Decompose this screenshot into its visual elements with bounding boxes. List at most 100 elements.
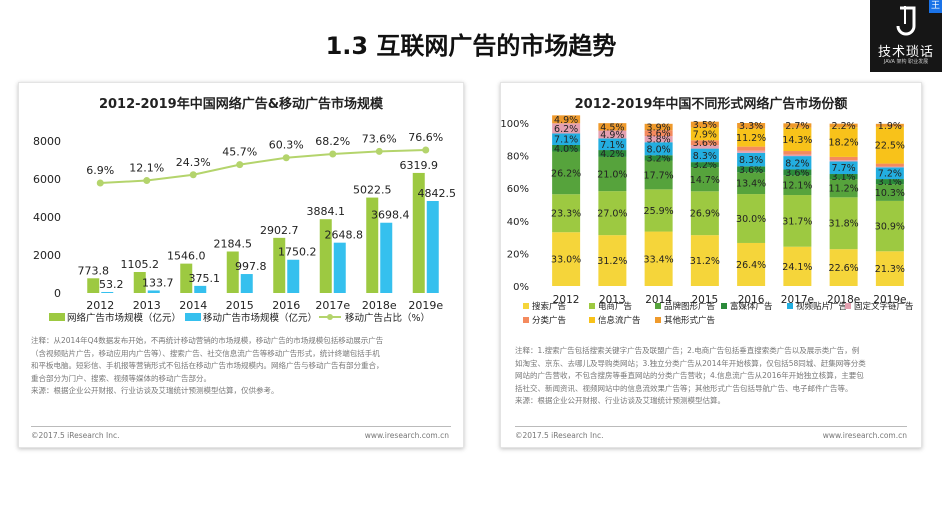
share-segment (644, 189, 673, 232)
y-tick-label: 2000 (33, 249, 61, 262)
share-segment (552, 194, 581, 233)
mobile-share-point (375, 147, 383, 155)
mobile-ad-bar (380, 222, 393, 293)
share-value-label: 4.0% (554, 144, 578, 155)
share-value-label: 7.2% (878, 169, 902, 180)
share-segment (829, 249, 858, 286)
left-notes: 注释：从2014年Q4数据发布开始，不再统计移动营销的市场规模，移动广告的市场规… (31, 335, 384, 398)
network-ad-bar (366, 197, 379, 293)
share-segment (875, 167, 904, 180)
share-segment (690, 145, 719, 149)
share-segment (690, 148, 719, 163)
share-segment (737, 146, 766, 151)
share-segment (644, 142, 673, 156)
y-tick-label: 100% (501, 119, 529, 130)
share-value-label: 11.2% (829, 184, 859, 195)
share-value-label: 3.5% (693, 120, 717, 131)
share-value-label: 3.1% (878, 177, 902, 188)
share-panel: 2012-2019年中国不同形式网络广告市场份额 0% 20% 40% 60% 80% 1… (500, 82, 922, 448)
share-value-label: 3.2% (693, 160, 717, 171)
mobile-ad-value-label: 133.7 (142, 276, 174, 289)
share-segment (829, 174, 858, 180)
share-value-label: 21.0% (597, 170, 627, 181)
share-value-label: 31.2% (690, 256, 720, 267)
share-segment (690, 167, 719, 192)
right-note-line: 来源：根据企业公开财报、行业访谈及艾瑞统计预测模型估算。 (515, 396, 725, 405)
x-tick-label: 2012 (553, 294, 580, 306)
legend-network-label: 网络广告市场规模（亿元） (67, 312, 181, 324)
share-segment (829, 127, 858, 157)
mobile-share-label: 60.3% (269, 139, 304, 152)
share-value-label: 3.9% (647, 122, 671, 133)
legend-swatch (523, 303, 529, 309)
legend-swatch (589, 303, 595, 309)
share-value-label: 8.3% (739, 155, 763, 166)
left-note-line: 重合部分为门户、搜索、视频等媒体的移动广告部分。 (31, 373, 211, 383)
legend-label: 信息流广告 (598, 315, 641, 326)
mobile-ad-bar (287, 259, 300, 293)
mobile-ad-value-label: 3698.4 (371, 209, 410, 222)
legend-mobile-label: 移动广告市场规模（亿元） (203, 312, 317, 324)
share-segment (552, 115, 581, 124)
mobile-ad-bar (426, 200, 439, 293)
network-ad-value-label: 773.8 (78, 264, 110, 277)
share-segment (875, 166, 904, 168)
mobile-share-point (189, 171, 197, 179)
share-segment (783, 169, 812, 176)
mobile-share-label: 68.2% (315, 135, 350, 148)
x-tick-label: 2015 (226, 299, 254, 312)
share-segment (690, 121, 719, 128)
mobile-ad-value-label: 53.2 (99, 278, 124, 291)
share-segment (783, 175, 812, 196)
share-value-label: 2.2% (832, 121, 856, 132)
share-value-label: 13.4% (736, 179, 766, 190)
share-value-label: 3.6% (739, 165, 763, 176)
share-value-label: 11.2% (736, 133, 766, 144)
share-segment (737, 128, 766, 147)
share-segment (737, 150, 766, 153)
legend-label: 电商广告 (598, 301, 632, 312)
legend-mobile-swatch (185, 313, 201, 321)
network-ad-bar (273, 237, 286, 293)
share-value-label: 23.3% (551, 209, 581, 220)
network-ad-value-label: 2184.5 (214, 237, 253, 250)
share-segment (737, 152, 766, 167)
y-tick-label: 0 (54, 287, 61, 300)
share-segment (737, 194, 766, 243)
share-value-label: 31.7% (782, 216, 812, 227)
left-note-line: 注释：从2014年Q4数据发布开始，不再统计移动营销的市场规模，移动广告的市场规… (31, 336, 384, 345)
right-note-line: 注释：1.搜索广告包括搜索关键字广告及联盟广告；2.电商广告包括垂直搜索类广告以… (515, 346, 860, 355)
left-site-url: www.iresearch.com.cn (364, 431, 449, 440)
network-ad-value-label: 1546.0 (167, 250, 206, 263)
legend-network-swatch (49, 313, 65, 321)
brand-logo: 技术琐话 JAVA 架构 职业发展 王 (870, 0, 942, 72)
x-tick-label: 2017e (315, 299, 350, 312)
market-size-chart: 0 2000 4000 6000 8000 773.853.2 2012 1105.2 133.… (33, 133, 457, 324)
share-value-label: 17.7% (644, 170, 674, 181)
network-ad-bar (133, 272, 146, 293)
legend-share-point (327, 314, 333, 320)
share-segment (875, 163, 904, 167)
right-note-line: 如淘宝、京东、去哪儿及导购类网站；3.独立分类广告从2014年开始核算，仅包括5… (515, 358, 866, 368)
share-value-label: 3.6% (785, 168, 809, 179)
logo-name: 技术琐话 (877, 45, 934, 60)
share-segment (829, 123, 858, 128)
ad-share-chart: 0%20%40%60%80%100%33.0%23.3%26.2%4.0%7.1… (501, 115, 914, 326)
network-ad-bar (87, 278, 100, 293)
mobile-share-label: 76.6% (408, 133, 443, 144)
share-value-label: 22.5% (875, 141, 905, 152)
share-value-label: 2.7% (785, 121, 809, 132)
share-segment (598, 123, 627, 131)
left-copyright: ©2017.5 iResearch Inc. (31, 431, 120, 440)
share-segment (829, 160, 858, 162)
mobile-ad-value-label: 4842.5 (418, 187, 457, 200)
legend-label: 其他形式广告 (664, 315, 715, 326)
share-segment (552, 133, 581, 146)
network-ad-bar (226, 251, 239, 293)
share-segment (829, 156, 858, 161)
legend-label: 分类广告 (532, 315, 566, 326)
share-value-label: 31.8% (829, 219, 859, 230)
mobile-ad-bar (101, 291, 114, 293)
legend-label: 富媒体广告 (730, 301, 773, 312)
share-value-label: 26.9% (690, 209, 720, 220)
